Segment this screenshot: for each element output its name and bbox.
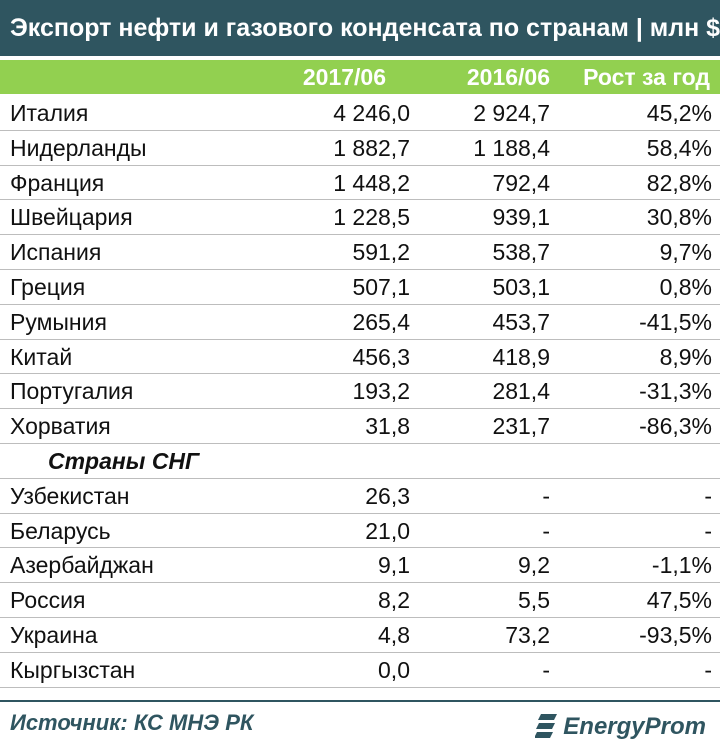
growth-cell: -31,3%: [639, 378, 712, 405]
country-cell: Беларусь: [10, 517, 111, 544]
growth-cell: -1,1%: [651, 552, 712, 579]
value-2016-cell: 281,4: [492, 378, 550, 405]
value-2016-cell: 418,9: [492, 343, 550, 370]
value-2017-cell: 1 882,7: [333, 134, 410, 161]
header-growth: Рост за год: [583, 64, 710, 90]
value-2016-cell: 503,1: [492, 273, 550, 300]
growth-cell: 8,9%: [659, 343, 712, 370]
source-note: Источник: КС МНЭ РК: [10, 710, 254, 735]
logo-text: EnergyProm: [563, 713, 706, 740]
country-cell: Китай: [10, 343, 73, 370]
table-row: Россия 8,2 5,5 47,5%: [0, 583, 720, 618]
header-row: 2017/06 2016/06 Рост за год: [0, 60, 720, 94]
value-2017-cell: 591,2: [352, 239, 410, 266]
growth-cell: 30,8%: [646, 204, 712, 231]
value-2016-cell: -: [542, 656, 550, 683]
value-2017-cell: 1 448,2: [333, 169, 410, 196]
table-row: Кыргызстан 0,0 - -: [0, 653, 720, 688]
table-row: Румыния 265,4 453,7 -41,5%: [0, 305, 720, 340]
value-2016-cell: -: [542, 517, 550, 544]
table-body: Италия 4 246,0 2 924,7 45,2% Нидерланды …: [0, 96, 720, 688]
value-2016-cell: 73,2: [505, 621, 550, 648]
table-row: Хорватия 31,8 231,7 -86,3%: [0, 409, 720, 444]
value-2017-cell: 4,8: [378, 621, 410, 648]
country-cell: Италия: [10, 100, 89, 126]
country-cell: Россия: [10, 587, 86, 614]
section-row-cis: Страны СНГ: [0, 444, 720, 479]
country-cell: Украина: [10, 621, 98, 648]
growth-cell: 45,2%: [646, 100, 712, 126]
table-row: Украина 4,8 73,2 -93,5%: [0, 618, 720, 653]
section-label: Страны СНГ: [48, 447, 200, 474]
country-cell: Швейцария: [10, 204, 133, 231]
growth-cell: 0,8%: [659, 273, 712, 300]
growth-cell: 47,5%: [646, 587, 712, 614]
value-2017-cell: 0,0: [378, 656, 410, 683]
header-2016: 2016/06: [466, 64, 550, 90]
energyprom-logo-icon: [535, 714, 558, 738]
value-2017-cell: 21,0: [365, 517, 410, 544]
value-2016-cell: 2 924,7: [473, 100, 550, 126]
value-2017-cell: 9,1: [378, 552, 410, 579]
growth-cell: -: [704, 517, 712, 544]
country-cell: Узбекистан: [10, 482, 130, 509]
table-row: Узбекистан 26,3 - -: [0, 479, 720, 514]
value-2016-cell: 939,1: [492, 204, 550, 231]
table-row: Азербайджан 9,1 9,2 -1,1%: [0, 548, 720, 584]
table-row: Италия 4 246,0 2 924,7 45,2%: [0, 96, 720, 131]
table-row: Беларусь 21,0 - -: [0, 514, 720, 549]
country-cell: Кыргызстан: [10, 656, 136, 683]
table-title: Экспорт нефти и газового конденсата по с…: [0, 0, 720, 56]
table-row: Нидерланды 1 882,7 1 188,4 58,4%: [0, 131, 720, 166]
value-2016-cell: 9,2: [518, 552, 550, 579]
growth-cell: -41,5%: [639, 308, 712, 335]
footer: Источник: КС МНЭ РК EnergyProm: [0, 700, 720, 752]
value-2017-cell: 193,2: [352, 378, 410, 405]
growth-cell: 9,7%: [659, 239, 712, 266]
growth-cell: -: [704, 482, 712, 509]
growth-cell: -93,5%: [639, 621, 712, 648]
value-2016-cell: 453,7: [492, 308, 550, 335]
value-2016-cell: 538,7: [492, 239, 550, 266]
country-cell: Румыния: [10, 308, 107, 335]
growth-cell: -86,3%: [639, 413, 712, 440]
country-cell: Хорватия: [10, 413, 111, 440]
growth-cell: 58,4%: [646, 134, 712, 161]
table-row: Франция 1 448,2 792,4 82,8%: [0, 166, 720, 201]
value-2017-cell: 456,3: [352, 343, 410, 370]
value-2017-cell: 507,1: [352, 273, 410, 300]
growth-cell: 82,8%: [646, 169, 712, 196]
table-row: Швейцария 1 228,5 939,1 30,8%: [0, 200, 720, 236]
value-2016-cell: 5,5: [518, 587, 550, 614]
energyprom-logo: EnergyProm: [535, 710, 706, 744]
value-2016-cell: 1 188,4: [473, 134, 550, 161]
value-2017-cell: 26,3: [365, 482, 410, 509]
country-cell: Азербайджан: [10, 552, 154, 579]
growth-cell: -: [704, 656, 712, 683]
table-row: Греция 507,1 503,1 0,8%: [0, 270, 720, 305]
value-2016-cell: -: [542, 482, 550, 509]
value-2017-cell: 31,8: [365, 413, 410, 440]
table-row: Китай 456,3 418,9 8,9%: [0, 340, 720, 375]
country-cell: Франция: [10, 169, 105, 196]
country-cell: Испания: [10, 239, 102, 266]
country-cell: Нидерланды: [10, 134, 147, 161]
value-2016-cell: 792,4: [492, 169, 550, 196]
header-2017: 2017/06: [302, 64, 386, 90]
value-2017-cell: 265,4: [352, 308, 410, 335]
value-2017-cell: 1 228,5: [333, 204, 410, 231]
country-cell: Греция: [10, 273, 86, 300]
value-2017-cell: 4 246,0: [333, 100, 410, 126]
table-row: Португалия 193,2 281,4 -31,3%: [0, 374, 720, 410]
value-2017-cell: 8,2: [378, 587, 410, 614]
table-row: Испания 591,2 538,7 9,7%: [0, 235, 720, 270]
value-2016-cell: 231,7: [492, 413, 550, 440]
country-cell: Португалия: [10, 378, 134, 405]
